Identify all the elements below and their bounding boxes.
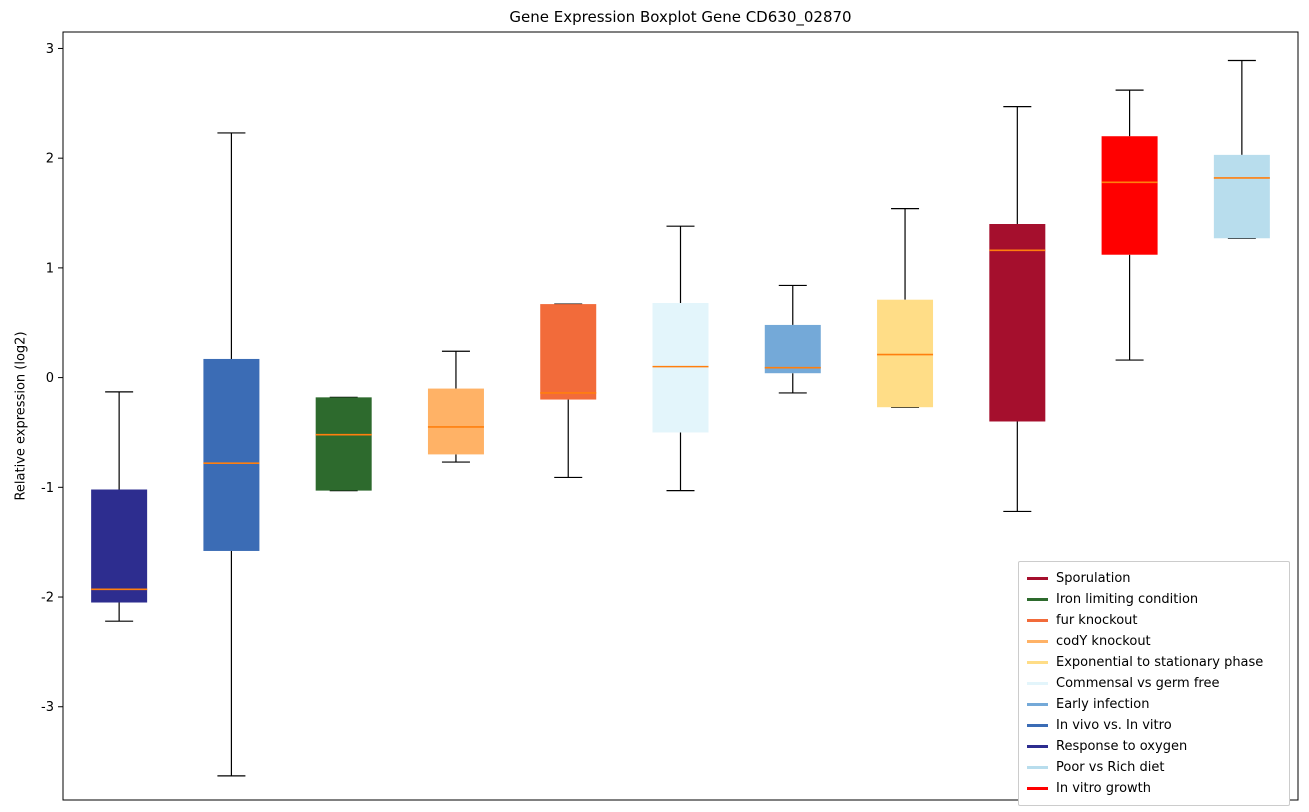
- legend-label: fur knockout: [1056, 613, 1138, 628]
- legend-item: fur knockout: [1027, 610, 1281, 631]
- legend-label: Sporulation: [1056, 571, 1131, 586]
- box-commensal-vs-germ-free: [652, 302, 709, 433]
- legend: Sporulation Iron limiting condition fur kn…: [1018, 561, 1290, 806]
- legend-item: codY knockout: [1027, 631, 1281, 652]
- legend-item: Early infection: [1027, 694, 1281, 715]
- box-poor-vs-rich-diet: [1213, 154, 1270, 239]
- box-sporulation: [989, 224, 1046, 422]
- legend-label: In vivo vs. In vitro: [1056, 718, 1172, 733]
- legend-swatch: [1027, 661, 1048, 664]
- legend-swatch: [1027, 598, 1048, 601]
- legend-swatch: [1027, 724, 1048, 727]
- legend-swatch: [1027, 766, 1048, 769]
- axes-frame: [62, 31, 1299, 801]
- legend-swatch: [1027, 787, 1048, 790]
- y-tick-label: 2: [46, 152, 54, 167]
- box-exponential-to-stationary-phase: [877, 299, 934, 408]
- legend-item: Iron limiting condition: [1027, 589, 1281, 610]
- legend-label: Poor vs Rich diet: [1056, 760, 1165, 775]
- legend-label: Commensal vs germ free: [1056, 676, 1220, 691]
- y-tick-label: -3: [41, 700, 54, 715]
- legend-label: Iron limiting condition: [1056, 592, 1199, 607]
- legend-swatch: [1027, 640, 1048, 643]
- y-tick-label: -1: [41, 481, 54, 496]
- legend-item: Sporulation: [1027, 568, 1281, 589]
- box-fur-knockout: [540, 304, 597, 400]
- box-iron-limiting-condition: [315, 397, 372, 491]
- legend-item: In vivo vs. In vitro: [1027, 715, 1281, 736]
- y-tick-label: 1: [46, 261, 54, 276]
- legend-item: Poor vs Rich diet: [1027, 757, 1281, 778]
- legend-item: Exponential to stationary phase: [1027, 652, 1281, 673]
- legend-swatch: [1027, 745, 1048, 748]
- legend-label: Exponential to stationary phase: [1056, 655, 1264, 670]
- box-response-to-oxygen: [91, 489, 148, 603]
- y-axis-label: Relative expression (log2): [13, 331, 29, 501]
- y-tick-label: 0: [46, 371, 54, 386]
- box-early-infection: [764, 324, 821, 374]
- box-in-vivo-vs-in-vitro: [203, 358, 260, 551]
- legend-swatch: [1027, 682, 1048, 685]
- legend-label: In vitro growth: [1056, 781, 1151, 796]
- legend-label: Early infection: [1056, 697, 1150, 712]
- legend-swatch: [1027, 619, 1048, 622]
- y-tick-label: -2: [41, 591, 54, 606]
- box-in-vitro-growth: [1101, 136, 1158, 255]
- chart-title: Gene Expression Boxplot Gene CD630_02870: [509, 8, 852, 26]
- legend-item: In vitro growth: [1027, 778, 1281, 799]
- legend-item: Commensal vs germ free: [1027, 673, 1281, 694]
- legend-swatch: [1027, 703, 1048, 706]
- legend-label: codY knockout: [1056, 634, 1151, 649]
- legend-label: Response to oxygen: [1056, 739, 1188, 754]
- legend-item: Response to oxygen: [1027, 736, 1281, 757]
- y-tick-label: 3: [46, 42, 54, 57]
- box-cody-knockout: [427, 388, 484, 455]
- legend-swatch: [1027, 577, 1048, 580]
